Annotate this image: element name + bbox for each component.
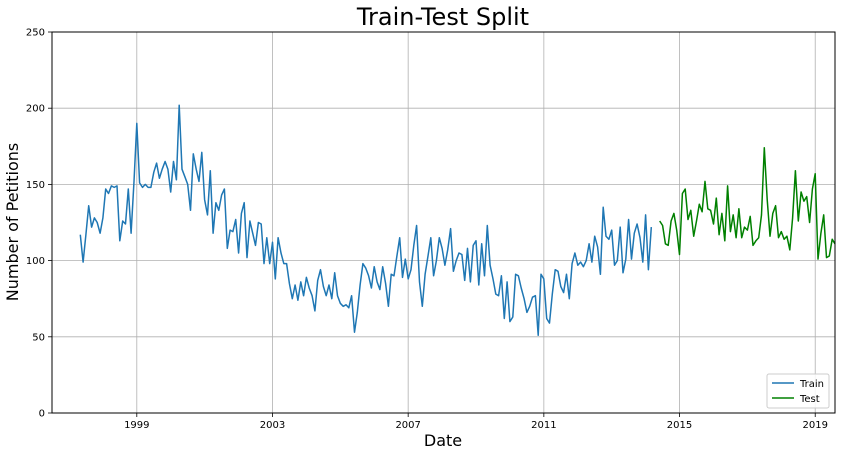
y-axis-title: Number of Petitions — [3, 143, 22, 302]
x-tick-label: 2019 — [802, 420, 827, 431]
x-tick-label: 2015 — [667, 420, 692, 431]
y-tick-label: 150 — [26, 180, 45, 191]
legend: Train Test — [766, 373, 830, 409]
series-line-test — [659, 147, 836, 260]
y-tick-label: 50 — [32, 332, 45, 343]
series-lines — [79, 104, 836, 337]
plot-frame — [51, 31, 836, 414]
y-tick-label: 200 — [26, 104, 45, 115]
y-tick-label: 100 — [26, 256, 45, 267]
axis-ticks: 1999 2003 2007 2011 2015 2019 0 50 100 150 200 250 — [26, 28, 828, 432]
legend-label-test: Test — [799, 394, 820, 405]
chart-title: Train-Test Split — [356, 3, 529, 31]
x-tick-label: 2011 — [531, 420, 556, 431]
y-tick-label: 250 — [26, 28, 45, 39]
y-tick-label: 0 — [39, 409, 45, 420]
legend-label-train: Train — [799, 379, 824, 390]
series-line-train — [79, 104, 653, 337]
x-axis-title: Date — [424, 431, 462, 450]
x-tick-label: 2003 — [260, 420, 285, 431]
x-tick-label: 2007 — [395, 420, 420, 431]
x-tick-label: 1999 — [124, 420, 149, 431]
